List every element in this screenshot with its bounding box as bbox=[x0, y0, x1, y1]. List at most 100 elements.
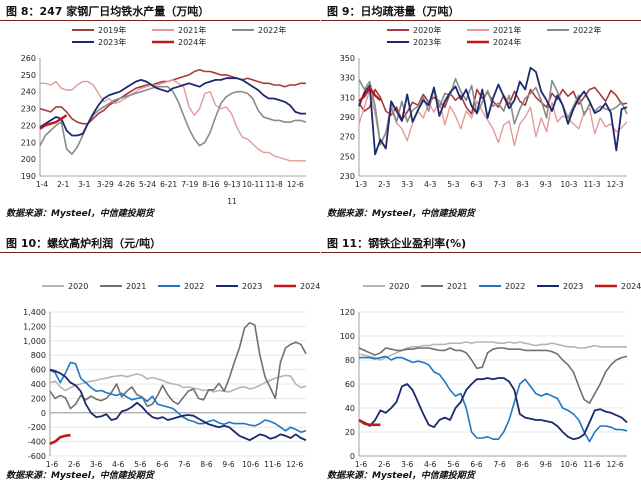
x-tick-label: 3-1 bbox=[78, 180, 90, 189]
x-tick-label: 9-6 bbox=[540, 460, 552, 469]
x-tick-label: 10-3 bbox=[560, 180, 577, 189]
x-tick-label: 11-6 bbox=[264, 460, 281, 469]
x-tick-label: 8-6 bbox=[517, 460, 529, 469]
x-tick-label: 5-3 bbox=[447, 180, 459, 189]
y-tick-label: -600 bbox=[28, 452, 46, 461]
x-tick-label: 9-6 bbox=[222, 460, 234, 469]
legend-label: 2022年 bbox=[258, 25, 286, 35]
x-tick-label: 2-1 bbox=[57, 180, 69, 189]
title-bar: 图 11：钢铁企业盈利率(%) bbox=[321, 232, 641, 253]
x-tick-label: 2-6 bbox=[378, 460, 390, 469]
x-tick-label: 3-29 bbox=[97, 180, 114, 189]
x-tick-label: 2-6 bbox=[68, 460, 80, 469]
y-tick-label: 200 bbox=[21, 155, 36, 164]
legend-label: 2020年 bbox=[413, 25, 441, 35]
legend-label: 2022 bbox=[505, 282, 525, 291]
series-line-2023 bbox=[358, 377, 628, 441]
y-tick-label: 350 bbox=[340, 54, 355, 63]
x-tick-label: 5-6 bbox=[134, 460, 146, 469]
x-tick-label: 11-8 bbox=[266, 180, 283, 189]
chart-panel-iron-output: 图 8：247 家钢厂日均铁水产量（万吨） 190 200 210 220 230 240… bbox=[0, 0, 320, 220]
legend-label: 2024 bbox=[300, 282, 320, 291]
y-tick-label: 0 bbox=[350, 452, 355, 461]
series-line-2024 bbox=[358, 86, 382, 103]
chart-title: 图 9：日均疏港量（万吨） bbox=[327, 5, 460, 18]
series-line-2022 bbox=[358, 77, 628, 146]
y-tick-label: -200 bbox=[28, 423, 46, 432]
legend-label: 2020 bbox=[389, 282, 409, 291]
x-tick-label: 12-3 bbox=[607, 180, 624, 189]
x-tick-label: 10-6 bbox=[560, 460, 577, 469]
series-line-2021 bbox=[49, 321, 307, 410]
y-tick-label: -400 bbox=[28, 438, 46, 447]
x-tick-label: 2-3 bbox=[378, 180, 390, 189]
y-tick-label: 400 bbox=[31, 380, 46, 389]
y-tick-label: 240 bbox=[21, 88, 36, 97]
chart-title: 图 8：247 家钢厂日均铁水产量（万吨） bbox=[6, 5, 210, 18]
y-tick-label: 290 bbox=[340, 113, 355, 122]
x-tick-label: 3-6 bbox=[90, 460, 102, 469]
title-bar: 图 9：日均疏港量（万吨） bbox=[321, 0, 641, 21]
y-tick-label: 1,200 bbox=[23, 322, 46, 331]
x-tick-label: 10-6 bbox=[242, 460, 259, 469]
line-chart-port-clearance: 230 250 270 290 310 330 350 1-3 2-3 3-3 4-3 5-3 6-3 7… bbox=[340, 25, 628, 189]
series-line-2021 bbox=[358, 88, 628, 147]
y-tick-label: 120 bbox=[340, 308, 355, 317]
y-tick-label: 260 bbox=[21, 54, 36, 63]
x-tick-label: 10-11 bbox=[242, 180, 264, 189]
y-tick-label: 20 bbox=[345, 428, 355, 437]
x-tick-label: 5-6 bbox=[447, 460, 459, 469]
legend-label: 2021年 bbox=[178, 25, 206, 35]
legend-label: 2024 bbox=[621, 282, 641, 291]
series-line-2023 bbox=[49, 368, 307, 442]
legend-label: 2019年 bbox=[98, 25, 126, 35]
y-tick-label: 80 bbox=[345, 356, 355, 365]
y-tick-label: 270 bbox=[340, 133, 355, 142]
y-tick-label: 600 bbox=[31, 366, 46, 375]
chart-source: 数据来源：Mysteel，中信建投期货 bbox=[327, 471, 475, 481]
y-tick-label: 1,400 bbox=[23, 308, 46, 317]
x-tick-label: 6-6 bbox=[156, 460, 168, 469]
x-tick-label: 9-13 bbox=[223, 180, 240, 189]
title-bar: 图 10：螺纹高炉利润（元/吨） bbox=[0, 232, 320, 253]
x-tick-label: 3-3 bbox=[401, 180, 413, 189]
series-line-2020 bbox=[49, 373, 307, 393]
series-line-2024 bbox=[39, 114, 68, 130]
legend-label: 2024年 bbox=[493, 37, 521, 47]
chart-title: 图 10：螺纹高炉利润（元/吨） bbox=[6, 237, 162, 250]
chart-source: 数据来源：Mysteel，中信建投期货 bbox=[6, 471, 154, 481]
line-chart-steel-profitability: 0 20 40 60 80 100 120 1-6 2-6 3-6 4-6 5-6 6-6 7-6 8-6 9… bbox=[340, 282, 641, 469]
y-tick-label: 230 bbox=[340, 172, 355, 181]
y-tick-label: 1,000 bbox=[23, 337, 46, 346]
x-tick-label: 1-3 bbox=[355, 180, 367, 189]
title-bar: 图 8：247 家钢厂日均铁水产量（万吨） bbox=[0, 0, 320, 21]
x-tick-label: 7-6 bbox=[493, 460, 505, 469]
chart-panel-rebar-profit: 图 10：螺纹高炉利润（元/吨） -600 -400 -200 0 200 400 600 8… bbox=[0, 232, 320, 486]
series-line-2022 bbox=[49, 361, 307, 433]
x-tick-label: 8-16 bbox=[202, 180, 219, 189]
legend-label: 2023 bbox=[563, 282, 583, 291]
y-tick-label: 800 bbox=[31, 351, 46, 360]
x-tick-label: 8-3 bbox=[517, 180, 529, 189]
series-line-2024 bbox=[358, 418, 381, 427]
x-tick-label: 7-3 bbox=[493, 180, 505, 189]
legend-label: 2022 bbox=[184, 282, 204, 291]
line-chart-rebar-profit: -600 -400 -200 0 200 400 600 800 1,000 1,200 1,400… bbox=[23, 282, 320, 469]
series-line-2022 bbox=[359, 355, 628, 443]
x-tick-label: 4-3 bbox=[424, 180, 436, 189]
y-tick-label: 100 bbox=[340, 332, 355, 341]
x-tick-label: 1-6 bbox=[46, 460, 58, 469]
x-tick-label: 11-3 bbox=[584, 180, 601, 189]
y-tick-label: 330 bbox=[340, 74, 355, 83]
chart-source: 数据来源：Mysteel，中信建投期货 bbox=[6, 209, 154, 219]
y-tick-label: 60 bbox=[345, 380, 355, 389]
legend-label: 2023年 bbox=[98, 37, 126, 47]
x-tick-label: 8-6 bbox=[200, 460, 212, 469]
x-tick-label: 6-3 bbox=[470, 180, 482, 189]
y-tick-label: 230 bbox=[21, 105, 36, 114]
legend-label: 2021年 bbox=[493, 25, 521, 35]
legend-label: 2024年 bbox=[178, 37, 206, 47]
x-tick-label: 5-24 bbox=[139, 180, 156, 189]
y-tick-label: 200 bbox=[31, 394, 46, 403]
x-tick-label: 6-6 bbox=[470, 460, 482, 469]
